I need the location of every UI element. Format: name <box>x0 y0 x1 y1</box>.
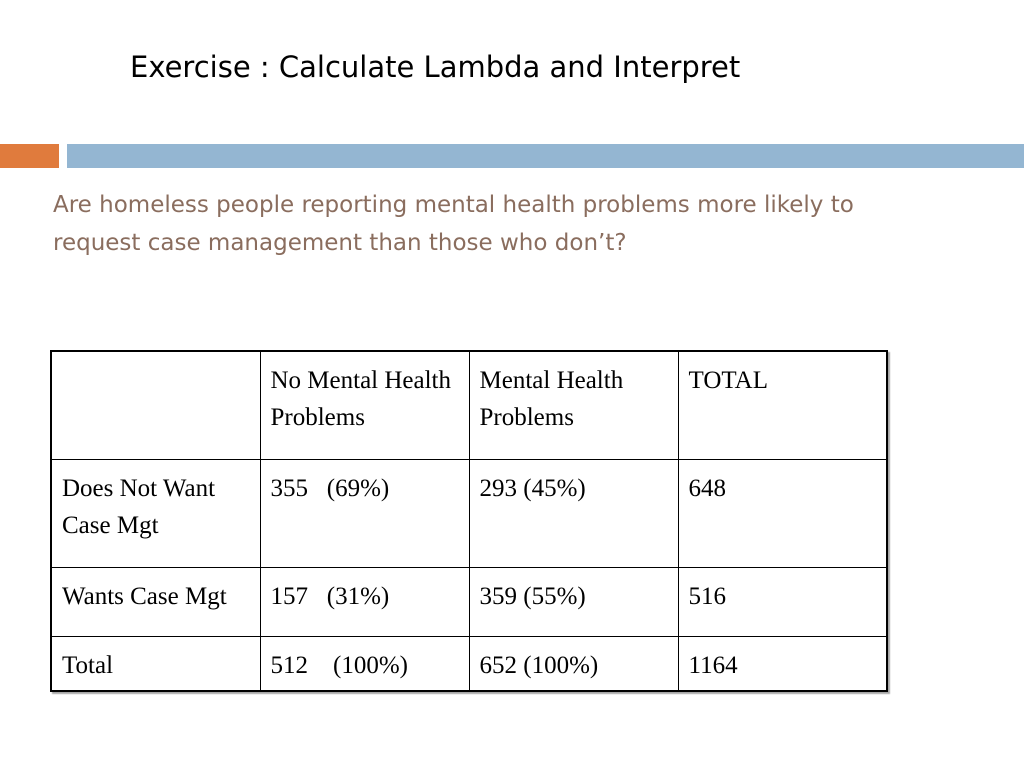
header-total: TOTAL <box>677 350 888 460</box>
table-corner-cell <box>50 350 261 460</box>
table-cell: 648 <box>677 458 888 568</box>
table-row: Does Not Want Case Mgt 355 (69%) 293 (45… <box>50 458 888 568</box>
row-label: Total <box>50 635 261 691</box>
crosstab-table: No Mental Health Problems Mental Health … <box>50 350 888 692</box>
title-divider-accent <box>0 144 59 168</box>
table-cell: 512 (100%) <box>259 635 470 691</box>
slide-title: Exercise : Calculate Lambda and Interpre… <box>130 50 741 84</box>
row-label: Does Not Want Case Mgt <box>50 458 261 568</box>
header-mental-health-problems: Mental Health Problems <box>468 350 679 460</box>
question-text: Are homeless people reporting mental hea… <box>53 192 854 256</box>
title-divider-bar <box>67 144 1024 168</box>
table-row: Total 512 (100%) 652 (100%) 1164 <box>50 635 888 691</box>
table-cell: 355 (69%) <box>259 458 470 568</box>
table-cell: 652 (100%) <box>468 635 679 691</box>
table-cell: 516 <box>677 566 888 637</box>
table-cell: 293 (45%) <box>468 458 679 568</box>
header-no-mental-health-problems: No Mental Health Problems <box>259 350 470 460</box>
table-header-row: No Mental Health Problems Mental Health … <box>50 350 888 460</box>
row-label: Wants Case Mgt <box>50 566 261 637</box>
table-row: Wants Case Mgt 157 (31%) 359 (55%) 516 <box>50 566 888 637</box>
table-cell: 157 (31%) <box>259 566 470 637</box>
table-cell: 1164 <box>677 635 888 691</box>
table-cell: 359 (55%) <box>468 566 679 637</box>
